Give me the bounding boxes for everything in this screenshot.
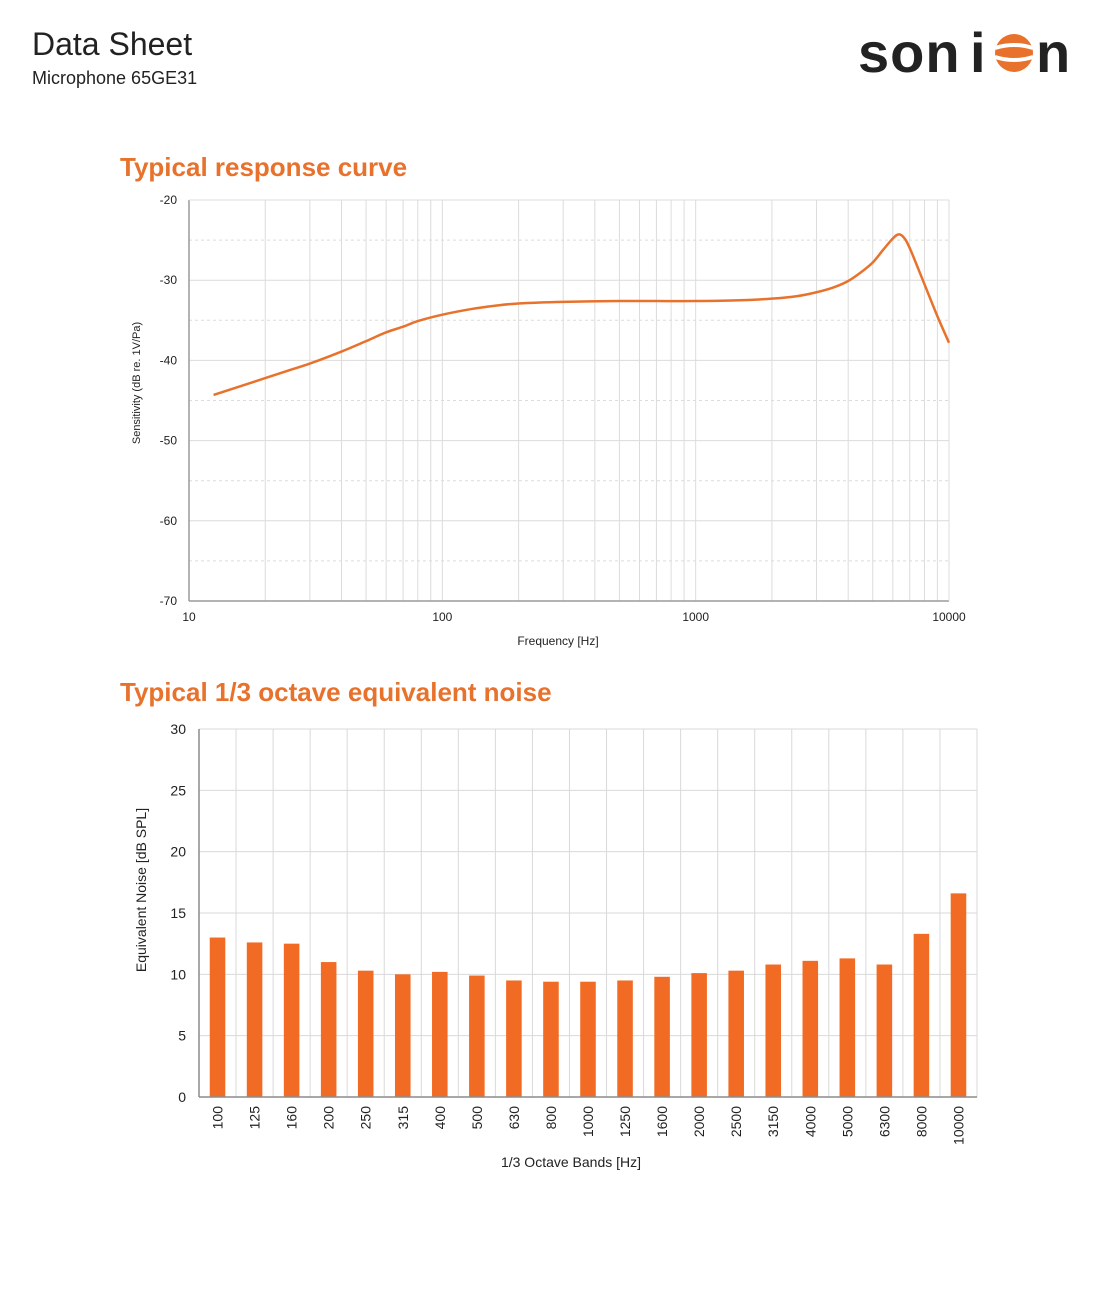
- logo-text-i: i: [970, 24, 986, 82]
- noise-y-tick-label: 30: [170, 721, 186, 737]
- response-x-axis-label: Frequency [Hz]: [517, 634, 598, 648]
- response-y-tick-label: -70: [160, 594, 178, 608]
- noise-bar: [876, 964, 893, 1097]
- noise-bar: [543, 981, 559, 1097]
- noise-y-tick-label: 10: [170, 966, 186, 982]
- noise-x-tick-label: 100: [210, 1106, 226, 1130]
- noise-x-tick-label: 2500: [728, 1106, 744, 1137]
- noise-bar: [283, 943, 300, 1097]
- noise-x-tick-label: 2000: [691, 1106, 707, 1137]
- noise-ticks: 0 5 10 15 20 25 30 100 125 160 200 250 315 400 500 630 8…: [170, 721, 966, 1145]
- response-x-tick-label: 10: [182, 610, 196, 624]
- noise-x-tick-label: 315: [395, 1106, 411, 1130]
- noise-bar: [320, 962, 337, 1097]
- noise-x-tick-label: 10000: [950, 1106, 966, 1145]
- noise-bar: [691, 973, 707, 1097]
- response-x-tick-label: 10000: [932, 610, 966, 624]
- response-y-axis-label: Sensitivity (dB re. 1V/Pa): [131, 322, 143, 444]
- response-x-tick-label: 1000: [682, 610, 709, 624]
- response-ticks: -20 -30 -40 -50 -60 -70 10 100 1000 10000: [160, 193, 966, 624]
- page-title: Data Sheet: [32, 26, 193, 62]
- noise-bar: [654, 976, 670, 1097]
- noise-x-tick-label: 4000: [802, 1106, 818, 1137]
- noise-x-tick-label: 6300: [876, 1106, 892, 1137]
- noise-bar: [913, 933, 930, 1097]
- logo-text-n: n: [1036, 24, 1070, 82]
- response-grid: [189, 199, 949, 602]
- noise-y-tick-label: 0: [178, 1089, 186, 1105]
- noise-bar: [432, 971, 448, 1097]
- noise-chart-title: Typical 1/3 octave equivalent noise: [120, 677, 552, 707]
- response-y-tick-label: -60: [160, 514, 178, 528]
- noise-axes: [198, 729, 977, 1098]
- logo-text-left: son: [858, 24, 961, 82]
- noise-x-tick-label: 1000: [580, 1106, 596, 1137]
- noise-x-tick-label: 250: [358, 1106, 374, 1130]
- noise-bar: [357, 970, 374, 1097]
- noise-x-tick-label: 125: [247, 1106, 263, 1130]
- noise-x-tick-label: 800: [543, 1106, 559, 1130]
- page-subtitle: Microphone 65GE31: [32, 68, 198, 88]
- noise-bar: [802, 960, 819, 1097]
- noise-bar: [246, 942, 263, 1097]
- noise-bar: [617, 980, 633, 1097]
- noise-bars: [209, 893, 967, 1097]
- noise-bar: [580, 981, 596, 1097]
- response-y-tick-label: -50: [160, 434, 178, 448]
- noise-x-tick-label: 500: [469, 1106, 485, 1130]
- noise-bar: [506, 980, 522, 1097]
- noise-bar: [950, 893, 967, 1097]
- response-axes: [188, 199, 950, 602]
- logo-o-icon: [994, 34, 1034, 72]
- noise-y-tick-label: 5: [178, 1028, 186, 1044]
- noise-bar: [394, 974, 411, 1097]
- noise-x-tick-label: 160: [284, 1106, 300, 1130]
- response-y-tick-label: -40: [160, 353, 178, 367]
- noise-x-tick-label: 630: [506, 1106, 522, 1130]
- noise-x-tick-label: 3150: [765, 1106, 781, 1137]
- noise-bar: [728, 970, 744, 1097]
- noise-bar: [839, 958, 856, 1097]
- noise-y-tick-label: 20: [170, 844, 186, 860]
- noise-bar: [765, 964, 782, 1097]
- response-y-tick-label: -20: [160, 193, 178, 207]
- response-chart-title: Typical response curve: [120, 152, 408, 182]
- noise-x-tick-label: 1250: [617, 1106, 633, 1137]
- noise-x-tick-label: 1600: [654, 1106, 670, 1137]
- noise-x-tick-label: 400: [432, 1106, 448, 1130]
- noise-x-tick-label: 200: [321, 1106, 337, 1130]
- noise-bar: [209, 937, 226, 1097]
- noise-x-tick-label: 8000: [913, 1106, 929, 1137]
- noise-y-tick-label: 15: [170, 905, 186, 921]
- response-series-line: [213, 233, 951, 397]
- sonion-logo: son i n: [858, 24, 1070, 82]
- response-y-tick-label: -30: [160, 273, 178, 287]
- noise-y-tick-label: 25: [170, 782, 186, 798]
- response-x-tick-label: 100: [432, 610, 452, 624]
- noise-x-axis-label: 1/3 Octave Bands [Hz]: [501, 1154, 641, 1170]
- noise-bar: [469, 975, 485, 1097]
- noise-x-tick-label: 5000: [839, 1106, 855, 1137]
- noise-y-axis-label: Equivalent Noise [dB SPL]: [133, 808, 149, 972]
